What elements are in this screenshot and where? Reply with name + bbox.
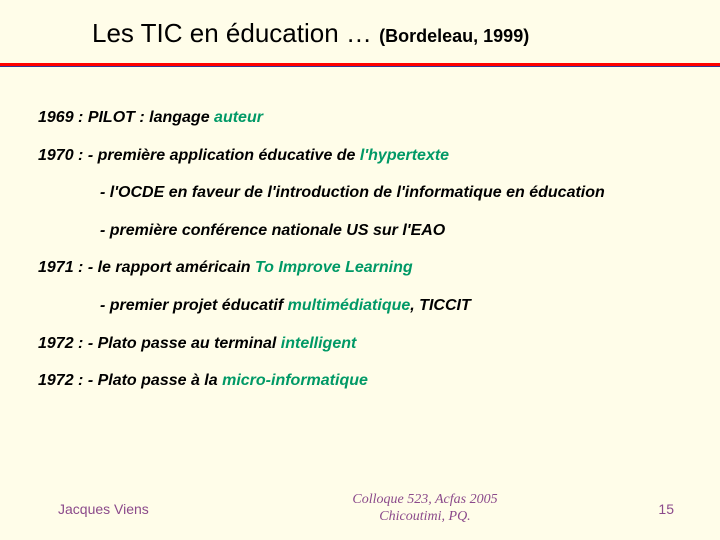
line-text-highlight: micro-informatique — [222, 372, 368, 389]
content-line: 1972 : - Plato passe au terminal intelli… — [38, 333, 682, 355]
line-text-highlight: auteur — [214, 109, 263, 126]
content-line: 1969 : PILOT : langage auteur — [38, 107, 682, 129]
line-text-before: 1972 : - Plato passe à la — [38, 372, 222, 389]
content-line: 1972 : - Plato passe à la micro-informat… — [38, 370, 682, 392]
footer-event: Colloque 523, Acfas 2005 Chicoutimi, PQ. — [230, 492, 620, 526]
line-text-before: 1969 : PILOT : langage — [38, 109, 214, 126]
line-text-before: 1970 : - première application éducative … — [38, 147, 360, 164]
line-text-highlight: To Improve Learning — [255, 259, 413, 276]
line-text-before: 1972 : - Plato passe au terminal — [38, 335, 281, 352]
content-line: - l'OCDE en faveur de l'introduction de … — [38, 182, 682, 204]
content-line: 1970 : - première application éducative … — [38, 145, 682, 167]
content-line: 1971 : - le rapport américain To Improve… — [38, 257, 682, 279]
footer-author: Jacques Viens — [0, 501, 230, 517]
content-area: 1969 : PILOT : langage auteur 1970 : - pr… — [0, 67, 720, 392]
content-line: - premier projet éducatif multimédiatiqu… — [38, 295, 682, 317]
line-text-highlight: multimédiatique — [288, 297, 411, 314]
slide-title-main: Les TIC en éducation … — [92, 18, 379, 48]
footer: Jacques Viens Colloque 523, Acfas 2005 C… — [0, 492, 720, 526]
line-text-highlight: intelligent — [281, 335, 357, 352]
slide-title-sub: (Bordeleau, 1999) — [379, 26, 529, 46]
line-text-highlight: l'hypertexte — [360, 147, 449, 164]
line-text-after: , TICCIT — [410, 297, 470, 314]
line-text-before: - l'OCDE en faveur de l'introduction de … — [100, 184, 605, 201]
footer-page-number: 15 — [620, 501, 720, 517]
line-text-before: 1971 : - le rapport américain — [38, 259, 255, 276]
line-text-before: - première conférence nationale US sur l… — [100, 222, 445, 239]
content-line: - première conférence nationale US sur l… — [38, 220, 682, 242]
footer-event-line1: Colloque 523, Acfas 2005 — [352, 492, 497, 507]
title-area: Les TIC en éducation … (Bordeleau, 1999) — [0, 0, 720, 57]
line-text-before: - premier projet éducatif — [100, 297, 288, 314]
footer-event-line2: Chicoutimi, PQ. — [379, 509, 470, 524]
